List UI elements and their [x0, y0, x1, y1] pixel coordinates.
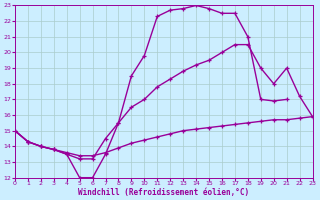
X-axis label: Windchill (Refroidissement éolien,°C): Windchill (Refroidissement éolien,°C)	[78, 188, 249, 197]
